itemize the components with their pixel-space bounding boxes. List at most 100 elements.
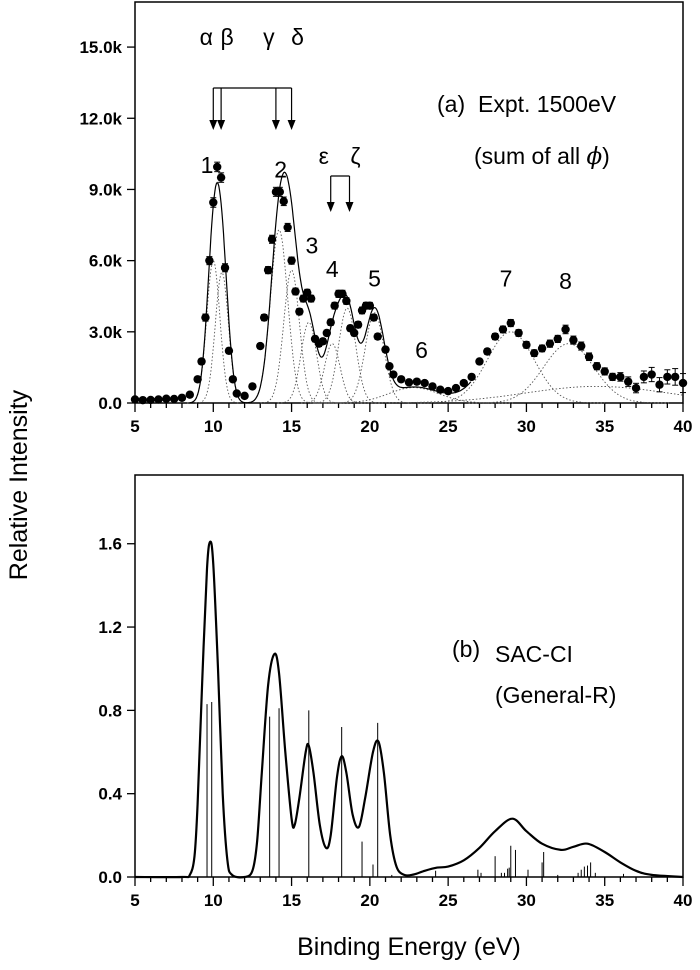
data-point: [577, 341, 586, 351]
data-point: [256, 341, 265, 351]
arrow-label-β: β: [220, 24, 233, 50]
y-tick-label: 15.0k: [79, 38, 122, 57]
subtitle-suffix: ): [602, 143, 610, 169]
data-point: [561, 325, 570, 334]
arrow-label-δ: δ: [291, 24, 304, 50]
y-axis-label: Relative Intensity: [5, 389, 33, 580]
data-point: [467, 372, 476, 382]
y-tick-label: 12.0k: [79, 109, 122, 128]
data-point: [639, 372, 649, 382]
arrow-head: [326, 202, 335, 212]
x-tick-label: 20: [360, 417, 379, 436]
peak-label-3: 3: [306, 233, 319, 259]
data-point: [537, 344, 547, 353]
data-point: [213, 162, 222, 172]
peak-label-1: 1: [201, 152, 214, 178]
data-point: [318, 337, 328, 346]
data-point: [220, 263, 230, 272]
data-point: [326, 318, 335, 327]
peak-label-7: 7: [500, 266, 513, 292]
fit-component-8: [468, 343, 669, 404]
data-point: [389, 370, 398, 379]
data-point: [506, 318, 515, 328]
data-point: [600, 367, 609, 376]
data-point: [224, 346, 234, 355]
data-point: [624, 377, 633, 386]
data-point: [522, 340, 531, 350]
data-point: [279, 197, 288, 206]
y-tick-label: 9.0k: [89, 180, 123, 199]
data-point: [381, 345, 390, 354]
peak-label-6: 6: [415, 337, 428, 363]
x-tick-label: 25: [439, 891, 458, 910]
arrow-head: [345, 202, 354, 212]
data-point: [216, 173, 226, 182]
data-point: [201, 313, 210, 322]
fit-component-5: [337, 312, 412, 404]
data-point: [498, 325, 508, 334]
fit-component-7: [416, 331, 605, 404]
data-point: [162, 394, 171, 403]
y-tick-label: 6.0k: [89, 252, 123, 271]
panel-b-label: (b): [452, 636, 480, 662]
data-point: [483, 347, 492, 356]
x-tick-label: 40: [674, 891, 693, 910]
y-tick-label: 0.8: [98, 701, 122, 720]
data-point: [655, 380, 664, 389]
data-point: [459, 378, 468, 388]
data-point: [306, 294, 316, 303]
fit-component-δ: [260, 269, 323, 404]
data-point: [373, 332, 382, 341]
data-point: [205, 256, 214, 265]
plot-frame: [134, 474, 684, 878]
arrow-label-ζ: ζ: [350, 143, 360, 169]
subtitle-prefix: (sum of all: [474, 143, 586, 169]
panel-b-title: SAC-CI: [495, 641, 573, 667]
data-point: [193, 375, 202, 384]
data-point: [353, 320, 363, 329]
data-point: [592, 362, 602, 371]
data-point: [475, 357, 484, 366]
data-point: [553, 334, 562, 344]
data-point: [299, 294, 308, 303]
x-tick-label: 40: [674, 417, 693, 436]
x-axis-label: Binding Energy (eV): [297, 933, 521, 961]
data-point: [295, 307, 304, 316]
data-point: [396, 375, 406, 384]
x-tick-label: 25: [439, 417, 458, 436]
data-point: [259, 313, 269, 322]
data-point: [545, 339, 555, 348]
data-point: [365, 301, 375, 310]
x-tick-label: 30: [517, 891, 536, 910]
y-tick-label: 0.0: [98, 394, 122, 413]
data-point: [146, 395, 155, 405]
data-point: [663, 372, 672, 382]
peak-label-4: 4: [326, 256, 339, 282]
data-point: [420, 378, 429, 388]
x-tick-label: 35: [595, 417, 614, 436]
data-point: [428, 382, 437, 391]
data-point: [177, 393, 187, 402]
arrow-head: [209, 120, 218, 130]
x-tick-label: 30: [517, 417, 536, 436]
arrow-label-γ: γ: [263, 24, 275, 50]
arrow-label-ε: ε: [319, 143, 329, 169]
panel-a-subtitle: (sum of all ϕ): [474, 143, 610, 170]
x-tick-label: 10: [204, 417, 223, 436]
data-point: [275, 187, 285, 197]
data-point: [631, 383, 641, 393]
data-point: [616, 372, 625, 382]
data-point: [569, 335, 578, 345]
data-point: [490, 332, 500, 341]
fit-component-bg: [315, 385, 684, 404]
data-point: [436, 385, 445, 394]
data-point: [443, 386, 453, 396]
data-point: [530, 348, 539, 358]
y-tick-label: 3.0k: [89, 323, 123, 342]
fit-component-ε: [301, 343, 363, 404]
x-tick-label: 10: [204, 891, 223, 910]
data-point: [584, 352, 594, 361]
fit-component-γ: [244, 229, 313, 404]
panel-a-expt: 5 10 15 20 25 30 35 400.03.0k6.0k9.0k12.0k15.0k…: [79, 1, 693, 436]
fit-component-6: [313, 387, 514, 404]
